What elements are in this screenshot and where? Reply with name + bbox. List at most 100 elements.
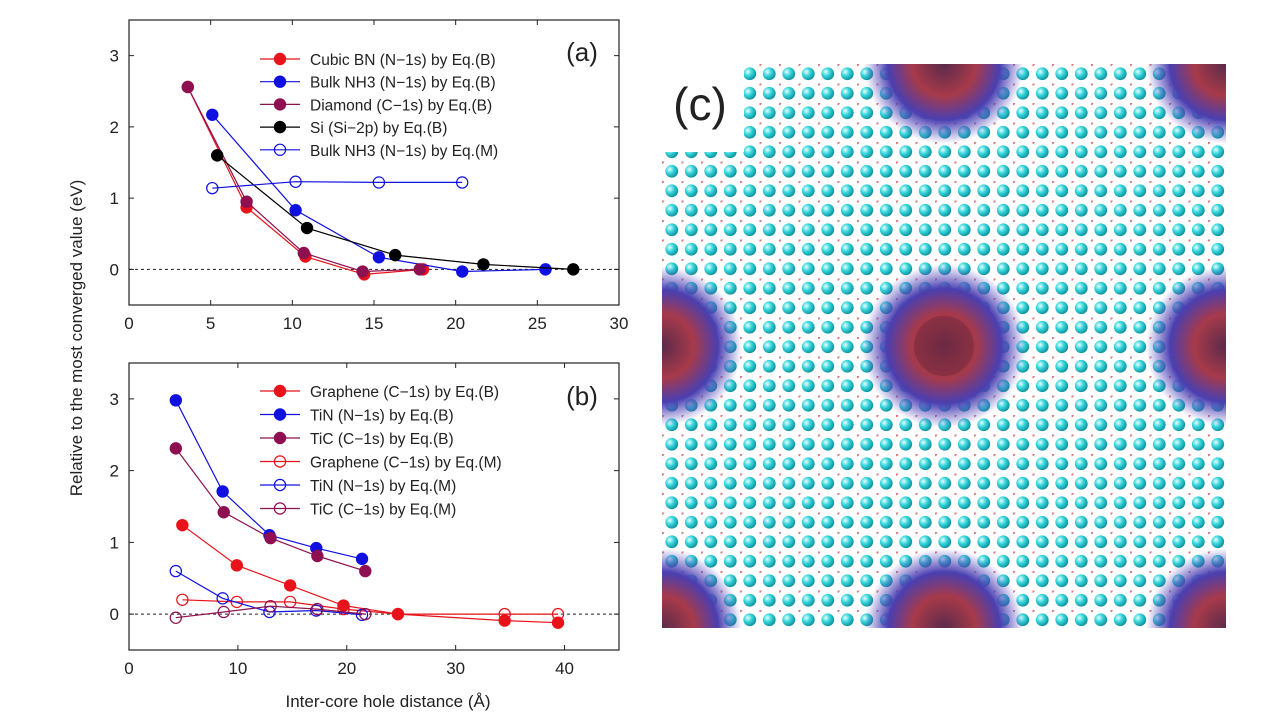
x-tick-label: 20 (337, 659, 356, 678)
data-point (567, 263, 580, 276)
data-point (176, 518, 189, 532)
data-point (356, 265, 369, 278)
x-axis-label: Inter-core hole distance (Å) (285, 692, 490, 711)
panel-b-ticks: 0 10 20 30 40 0 1 2 3 (110, 363, 619, 678)
data-point (372, 176, 386, 189)
data-point (210, 149, 224, 162)
data-point (264, 531, 277, 545)
legend-label: Cubic BN (N−1s) by Eq.(B) (310, 52, 496, 69)
legend-marker (273, 408, 287, 421)
panel-b-legend: Graphene (C−1s) by Eq.(B) TiN (N−1s) by E… (260, 384, 502, 519)
data-point (413, 263, 426, 276)
legend-marker (273, 455, 287, 468)
data-point (477, 258, 490, 271)
legend-marker (273, 478, 287, 492)
y-tick-label: 2 (110, 462, 119, 481)
data-point (230, 559, 243, 572)
data-point (216, 485, 229, 498)
chart-panel-a: 0 5 10 15 20 25 30 0 1 2 3 Cubic BN (N−1s) by Eq.(… (110, 19, 628, 333)
y-tick-label: 1 (110, 189, 119, 208)
x-tick-label: 20 (446, 314, 465, 333)
y-tick-label: 0 (110, 605, 119, 624)
legend-label: TiN (N−1s) by Eq.(B) (310, 408, 454, 425)
y-tick-label: 2 (110, 118, 119, 137)
data-point (300, 221, 314, 235)
data-point (169, 394, 183, 407)
data-point (456, 176, 469, 189)
legend-label: Bulk NH3 (N−1s) by Eq.(B) (310, 75, 496, 92)
y-tick-label: 0 (110, 260, 119, 279)
legend-marker (273, 384, 287, 398)
panel-c-lattice-image: (c) (662, 64, 1226, 628)
legend-marker (273, 120, 287, 134)
data-point (297, 246, 310, 260)
x-tick-label: 5 (206, 314, 215, 333)
x-tick-label: 40 (555, 659, 574, 678)
panel-c-label: (c) (673, 78, 727, 130)
data-point (389, 248, 402, 262)
x-tick-label: 10 (228, 659, 247, 678)
data-point (181, 80, 194, 94)
y-tick-label: 1 (110, 533, 119, 552)
data-point (539, 263, 552, 276)
data-point (169, 611, 183, 624)
x-tick-label: 15 (365, 314, 384, 333)
data-point (355, 552, 369, 566)
legend-label: TiC (C−1s) by Eq.(B) (310, 431, 454, 448)
data-point (372, 251, 386, 264)
data-point (551, 616, 565, 629)
panel-a-frame (128, 19, 620, 306)
data-point (359, 607, 372, 621)
data-point (337, 602, 350, 616)
data-point (289, 175, 302, 188)
x-tick-label: 0 (124, 659, 133, 678)
panel-b-series (169, 394, 565, 629)
data-point (391, 607, 405, 621)
data-point (551, 607, 565, 621)
legend-label: TiN (N−1s) by Eq.(M) (310, 478, 456, 495)
data-point (311, 549, 324, 563)
legend-label: Diamond (C−1s) by Eq.(B) (310, 97, 492, 114)
data-point (498, 607, 511, 621)
data-point (216, 592, 229, 605)
x-tick-label: 0 (124, 314, 133, 333)
data-point (289, 204, 302, 217)
data-point (456, 265, 469, 278)
panel-b-frame (128, 362, 620, 651)
data-point (217, 605, 230, 619)
data-point (206, 181, 219, 195)
legend-label: Bulk NH3 (N−1s) by Eq.(M) (310, 143, 498, 160)
panel-b-label: (b) (566, 381, 598, 411)
legend-marker (273, 431, 287, 445)
x-tick-label: 30 (446, 659, 465, 678)
panel-a-label: (a) (566, 37, 598, 67)
data-point (230, 595, 243, 609)
legend-marker (273, 502, 287, 515)
panel-a-series (181, 80, 580, 281)
data-point (311, 602, 324, 616)
legend-marker (273, 75, 287, 88)
data-point (359, 564, 372, 578)
data-point (176, 593, 189, 606)
legend-label: TiC (C−1s) by Eq.(M) (310, 502, 456, 519)
data-point (264, 600, 277, 613)
y-tick-label: 3 (110, 390, 119, 409)
x-tick-label: 25 (528, 314, 547, 333)
legend-marker (273, 52, 287, 66)
legend-marker (273, 143, 287, 156)
legend-label: Graphene (C−1s) by Eq.(B) (310, 384, 499, 401)
data-point (206, 108, 219, 121)
panel-a-legend: Cubic BN (N−1s) by Eq.(B) Bulk NH3 (N−1s)… (260, 52, 498, 160)
series-line (187, 86, 424, 276)
core-hole-density-blobs (662, 64, 1226, 628)
legend-marker (273, 98, 287, 111)
panel-a-ticks: 0 5 10 15 20 25 30 0 1 2 3 (110, 20, 628, 333)
series-line (175, 605, 366, 619)
data-point (283, 579, 297, 592)
data-point (169, 442, 183, 455)
series-line (211, 114, 546, 273)
data-point (240, 195, 253, 208)
series-line (212, 181, 463, 189)
legend-label: Si (Si−2p) by Eq.(B) (310, 120, 447, 137)
